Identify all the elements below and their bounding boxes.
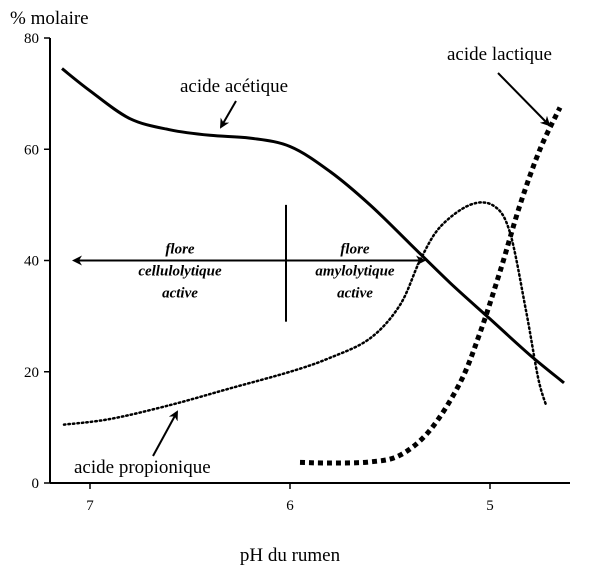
x-tick-label: 7 bbox=[86, 498, 94, 514]
y-axis-title: % molaire bbox=[10, 8, 89, 29]
series-2-line bbox=[62, 201, 548, 426]
zone-2-label-1: flore bbox=[340, 242, 370, 258]
propionic-label: acide propionique bbox=[74, 457, 211, 478]
x-axis-title: pH du rumen bbox=[240, 545, 341, 566]
y-tick-label: 80 bbox=[24, 31, 39, 47]
zone-1-label-1: flore bbox=[165, 242, 195, 258]
zone-2-label-2: amylolytique bbox=[315, 264, 394, 280]
zone-1-label-2: cellulolytique bbox=[138, 264, 222, 280]
x-tick-label: 6 bbox=[286, 498, 294, 514]
zone-2-label-3: active bbox=[337, 286, 373, 302]
series-layer bbox=[61, 67, 565, 466]
zone-1-label-3: active bbox=[162, 286, 198, 302]
x-tick-label: 5 bbox=[486, 498, 494, 514]
acetic-pointer-arrow bbox=[220, 100, 237, 129]
lactic-pointer-arrow bbox=[497, 72, 551, 127]
y-tick-label: 20 bbox=[24, 365, 39, 381]
y-tick-label: 60 bbox=[24, 142, 39, 158]
axes: 0 20 40 60 80 7 6 5 bbox=[24, 31, 570, 514]
propionic-pointer-arrow bbox=[152, 410, 178, 457]
y-tick-label: 0 bbox=[32, 476, 40, 492]
zone-annotation: flore cellulolytique active flore amylolytiq… bbox=[72, 204, 426, 322]
series-3-line bbox=[299, 106, 563, 466]
y-tick-label: 40 bbox=[24, 254, 39, 270]
lactic-label: acide lactique bbox=[447, 44, 552, 65]
series-1-line bbox=[61, 67, 565, 385]
acetic-label: acide acétique bbox=[180, 76, 288, 97]
